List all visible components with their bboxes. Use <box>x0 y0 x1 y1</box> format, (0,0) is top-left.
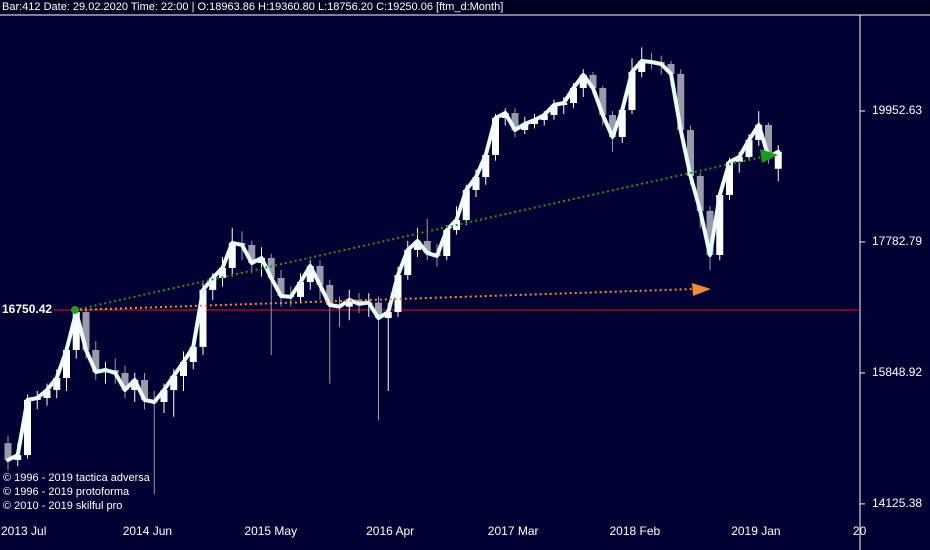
candle-body <box>92 349 100 372</box>
x-tick-label: 20 <box>853 524 867 538</box>
candle-body <box>14 455 22 461</box>
x-tick-label: 2013 Jul <box>1 524 46 538</box>
candle-body <box>521 123 529 131</box>
candle-body <box>423 240 431 253</box>
candle-body <box>72 312 80 350</box>
candle-body <box>121 372 129 390</box>
x-tick-label: 2019 Jan <box>731 524 780 538</box>
candle-body <box>404 249 412 276</box>
candle-body <box>667 63 675 74</box>
candle-body <box>726 161 733 196</box>
candle-body <box>706 210 714 256</box>
green-trend-arrow <box>74 156 763 311</box>
plot-area: 16750.42 <box>0 47 860 494</box>
close-line <box>6 58 781 463</box>
candle-body <box>550 104 558 116</box>
y-tick-label: 19952.63 <box>872 103 922 117</box>
candle-body <box>774 151 782 169</box>
candle-body <box>248 244 256 264</box>
candle-body <box>326 284 334 306</box>
candle-body <box>462 189 470 221</box>
candle-body <box>345 299 353 307</box>
candle-body <box>160 389 168 403</box>
candle-body <box>209 277 217 290</box>
candle-body <box>511 113 519 131</box>
candle-body <box>570 87 577 104</box>
header-info: Bar:412 Date: 29.02.2020 Time: 22:00 | O… <box>2 1 503 13</box>
candle-body <box>375 302 382 319</box>
candle-body <box>277 277 285 296</box>
candle-body <box>443 229 451 256</box>
candle-body <box>735 156 743 162</box>
candle-body <box>482 154 490 178</box>
x-tick-label: 2014 Jun <box>123 524 172 538</box>
candle-body <box>24 399 31 456</box>
orange-arrowhead <box>692 283 711 296</box>
green-arrowhead <box>760 149 778 163</box>
candle-body <box>540 115 548 121</box>
candle-body <box>316 265 324 285</box>
candle-body <box>609 115 616 137</box>
candle-body <box>589 74 597 88</box>
x-tick-label: 2017 Mar <box>488 524 539 538</box>
candle-body <box>745 140 753 157</box>
x-tick-label: 2016 Apr <box>366 524 414 538</box>
candle-body <box>394 275 402 313</box>
orange-trend-arrow <box>74 288 695 311</box>
candle-body <box>267 257 275 278</box>
candle-body <box>189 346 197 362</box>
candle-body <box>677 73 685 131</box>
candle-body <box>53 377 61 390</box>
candle-body <box>228 242 236 268</box>
candle-body <box>696 175 704 211</box>
copyright-line: © 1996 - 2019 protoforma <box>3 486 130 498</box>
copyright-line: © 1996 - 2019 tactica adversa <box>3 472 151 484</box>
candle-body <box>628 71 636 110</box>
candle-body <box>618 109 626 137</box>
candle-body <box>414 240 421 250</box>
start-point <box>71 306 79 314</box>
candle-body <box>199 289 207 347</box>
copyright-line: © 2010 - 2019 skilful pro <box>3 500 122 512</box>
y-tick-label: 14125.38 <box>872 496 922 510</box>
candle-body <box>384 312 392 319</box>
candle-body <box>4 443 12 461</box>
y-tick-label: 17782.79 <box>872 234 922 248</box>
candle-body <box>716 195 724 256</box>
level-label-bg <box>0 301 54 317</box>
candle-body <box>170 375 178 390</box>
candle-body <box>219 267 226 278</box>
candle-body <box>579 74 587 88</box>
candle-body <box>306 265 314 283</box>
header-bar <box>0 0 930 15</box>
y-tick-label: 15848.92 <box>872 365 922 379</box>
candle-body <box>599 87 607 116</box>
level-label: 16750.42 <box>2 302 52 316</box>
candle-body <box>755 124 763 141</box>
candle-body <box>492 117 499 155</box>
x-tick-label: 2018 Feb <box>610 524 661 538</box>
x-tick-label: 2015 May <box>244 524 297 538</box>
candle-body <box>638 60 646 72</box>
candle-body <box>131 379 139 390</box>
candle-body <box>472 177 480 190</box>
candle-body <box>765 124 772 157</box>
candle-body <box>180 361 187 376</box>
candle-body <box>297 282 304 297</box>
candle-body <box>82 312 90 350</box>
candle-body <box>141 379 148 400</box>
candle-body <box>43 389 51 399</box>
annotations <box>71 149 778 314</box>
candle-body <box>687 130 694 176</box>
candle-body <box>63 349 70 378</box>
